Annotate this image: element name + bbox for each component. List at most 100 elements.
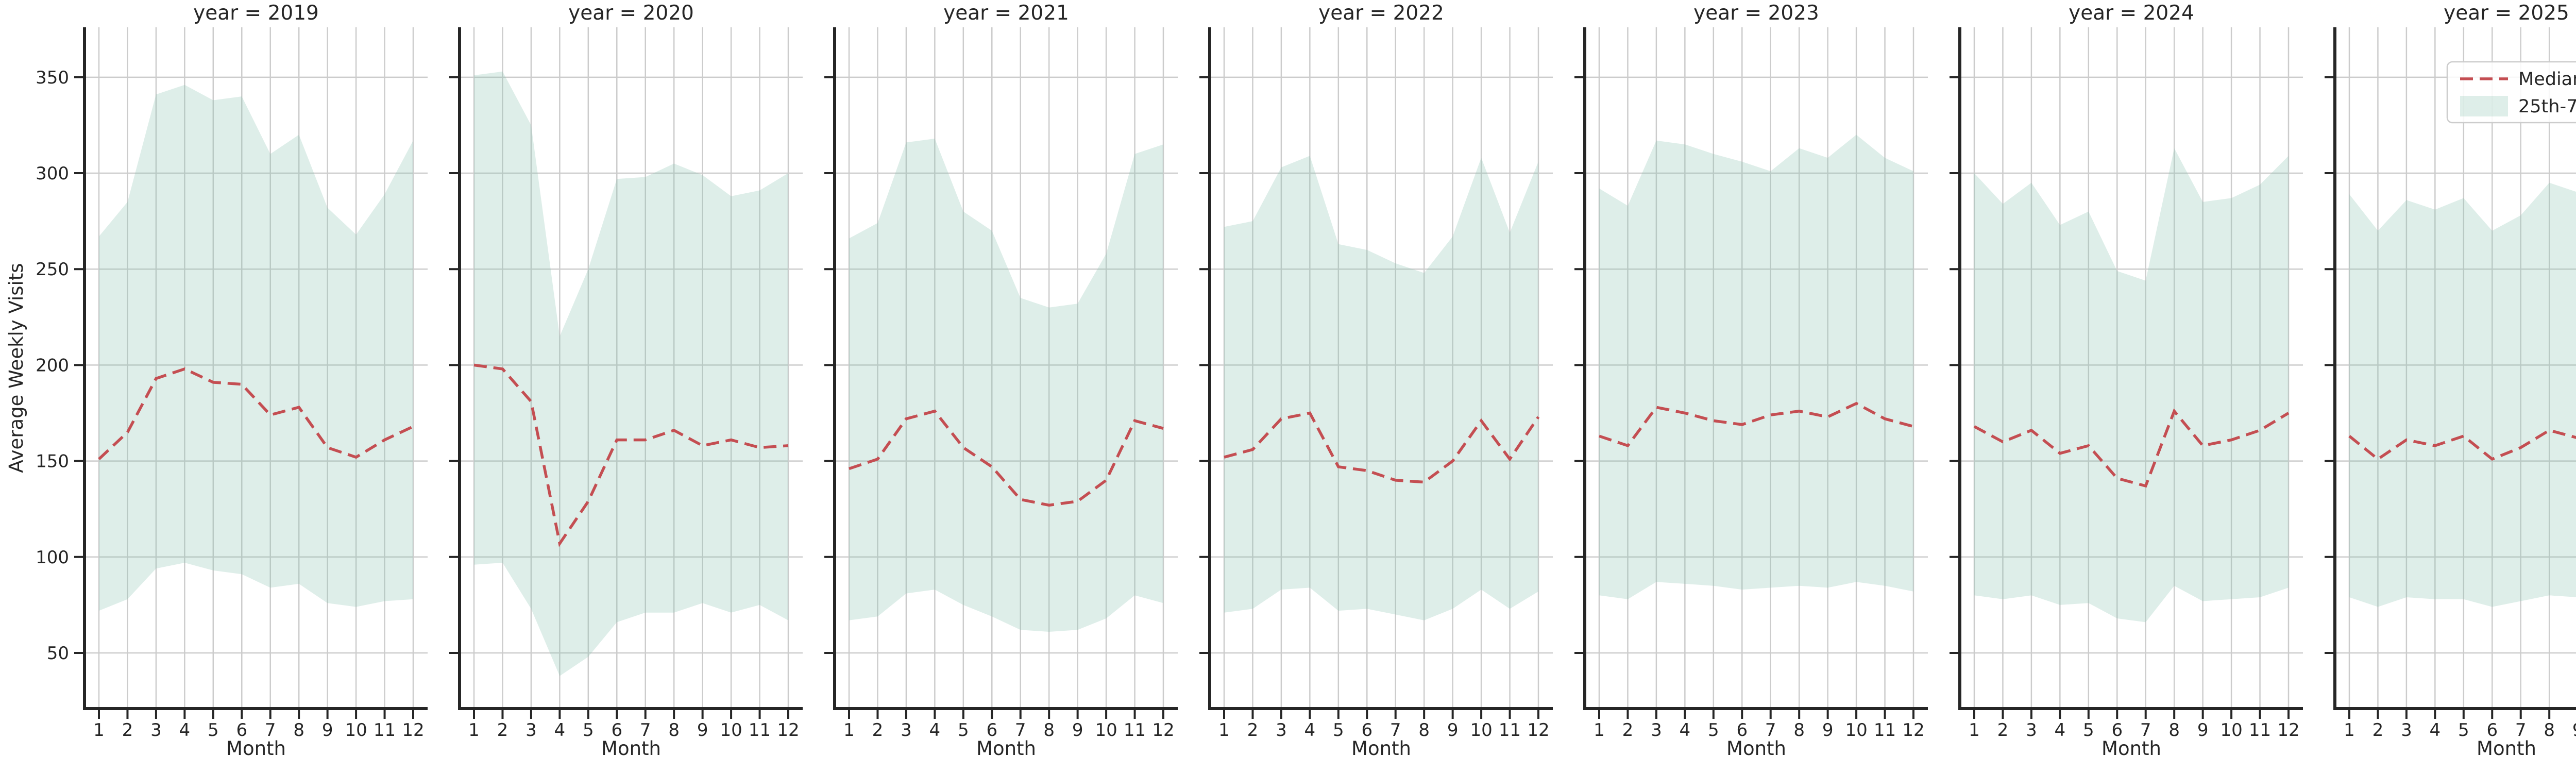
legend-box — [2446, 61, 2576, 124]
y-tick-label: 50 — [47, 643, 69, 664]
x-tick-label: 8 — [668, 720, 680, 741]
x-tick-label: 11 — [1499, 720, 1521, 741]
x-tick-label: 2 — [872, 720, 884, 741]
x-tick-label: 5 — [583, 720, 594, 741]
x-tick-label: 4 — [554, 720, 566, 741]
x-tick-label: 12 — [1902, 720, 1924, 741]
x-tick-label: 12 — [402, 720, 424, 741]
x-tick-label: 11 — [2249, 720, 2271, 741]
x-tick-label: 1 — [2344, 720, 2355, 741]
x-tick-label: 9 — [1447, 720, 1459, 741]
x-axis-label: Month — [1726, 737, 1786, 760]
facet-title: year = 2021 — [943, 2, 1069, 25]
median-line — [849, 409, 1164, 507]
x-tick-label: 6 — [236, 720, 247, 741]
x-tick-label: 1 — [1594, 720, 1605, 741]
x-tick-label: 6 — [2111, 720, 2123, 741]
x-tick-label: 5 — [2458, 720, 2469, 741]
x-tick-label: 4 — [929, 720, 941, 741]
x-tick-label: 7 — [2515, 720, 2527, 741]
x-tick-label: 8 — [1793, 720, 1805, 741]
x-tick-label: 9 — [1072, 720, 1083, 741]
x-tick-label: 10 — [1470, 720, 1492, 741]
x-tick-label: 11 — [374, 720, 396, 741]
median-line — [1599, 401, 1914, 448]
y-tick-label: 150 — [36, 451, 69, 472]
x-tick-label: 4 — [1304, 720, 1316, 741]
percentile-band — [99, 85, 413, 611]
y-tick-label: 350 — [36, 68, 69, 88]
median-line — [2348, 429, 2576, 461]
x-tick-label: 1 — [93, 720, 105, 741]
x-tick-label: 10 — [1095, 720, 1117, 741]
median-line — [1224, 411, 1540, 484]
x-tick-label: 3 — [526, 720, 537, 741]
x-tick-label: 1 — [843, 720, 855, 741]
x-axis-label: Month — [226, 737, 286, 760]
x-tick-label: 3 — [901, 720, 912, 741]
median-line — [98, 367, 414, 460]
x-tick-label: 3 — [1651, 720, 1662, 741]
x-tick-label: 3 — [2026, 720, 2037, 741]
x-tick-label: 6 — [2486, 720, 2498, 741]
legend: Median 25th-75th Percentile — [2446, 61, 2576, 124]
median-line — [473, 363, 789, 547]
x-tick-label: 11 — [1124, 720, 1146, 741]
y-axis-label: Average Weekly Visits — [5, 263, 27, 473]
x-tick-label: 8 — [1043, 720, 1055, 741]
x-tick-label: 2 — [497, 720, 509, 741]
x-tick-label: 7 — [265, 720, 276, 741]
x-tick-label: 6 — [1736, 720, 1748, 741]
x-tick-label: 7 — [640, 720, 651, 741]
x-axis-label: Month — [976, 737, 1036, 760]
y-tick-label: 250 — [36, 259, 69, 280]
x-tick-label: 8 — [1418, 720, 1430, 741]
x-tick-label: 1 — [1218, 720, 1230, 741]
x-tick-label: 2 — [1622, 720, 1634, 741]
x-axis-label: Month — [2477, 737, 2536, 760]
facet-title: year = 2019 — [193, 2, 319, 25]
percentile-band — [1974, 148, 2289, 623]
percentile-band — [474, 71, 788, 676]
x-tick-label: 12 — [1152, 720, 1174, 741]
y-tick-label: 300 — [36, 163, 69, 184]
y-tick-label: 100 — [36, 547, 69, 568]
x-tick-label: 9 — [322, 720, 333, 741]
x-tick-label: 8 — [293, 720, 304, 741]
x-tick-label: 4 — [2055, 720, 2066, 741]
x-tick-label: 10 — [1845, 720, 1867, 741]
x-tick-label: 12 — [1527, 720, 1549, 741]
facet-title: year = 2020 — [568, 2, 694, 25]
x-tick-label: 9 — [1822, 720, 1834, 741]
legend-band-label: 25th-75th Percentile — [2518, 96, 2576, 117]
x-tick-label: 3 — [2401, 720, 2412, 741]
facet-title: year = 2022 — [1318, 2, 1444, 25]
percentile-band — [1599, 135, 1913, 599]
percentile-band — [849, 139, 1163, 632]
x-tick-label: 1 — [468, 720, 480, 741]
x-tick-label: 10 — [345, 720, 367, 741]
x-tick-label: 9 — [2572, 720, 2576, 741]
y-tick-label: 200 — [36, 355, 69, 376]
x-tick-label: 5 — [2083, 720, 2094, 741]
x-tick-label: 5 — [1333, 720, 1344, 741]
x-axis-label: Month — [1351, 737, 1411, 760]
x-tick-label: 10 — [2220, 720, 2242, 741]
x-tick-label: 7 — [2140, 720, 2151, 741]
x-tick-label: 1 — [1969, 720, 1980, 741]
x-tick-label: 9 — [697, 720, 708, 741]
x-tick-label: 8 — [2544, 720, 2555, 741]
legend-median-label: Median — [2518, 69, 2576, 90]
facet-title: year = 2023 — [1693, 2, 1819, 25]
x-tick-label: 5 — [958, 720, 969, 741]
x-tick-label: 12 — [2277, 720, 2299, 741]
x-tick-label: 6 — [611, 720, 622, 741]
x-axis-label: Month — [601, 737, 661, 760]
